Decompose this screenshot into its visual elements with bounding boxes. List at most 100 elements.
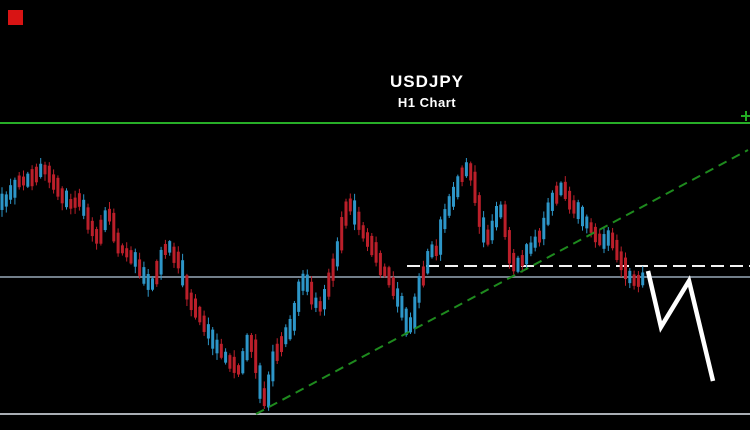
candle-body — [409, 317, 412, 333]
candle-body — [151, 278, 154, 290]
candle-body — [4, 194, 8, 207]
brand-mark-red-square — [8, 10, 23, 25]
candle-body — [585, 216, 589, 229]
candle-body — [280, 336, 283, 353]
candle-body — [525, 244, 529, 265]
candle-body — [503, 204, 507, 238]
candle-body — [529, 242, 533, 254]
candle-body — [374, 242, 378, 263]
candle-body — [241, 351, 245, 374]
ascending-trendline — [255, 149, 749, 415]
candle-body — [404, 308, 408, 336]
candle-body — [181, 260, 185, 286]
candle-body — [589, 222, 593, 233]
candle-body — [443, 209, 447, 230]
overlay-annotations-layer — [255, 111, 750, 415]
candle-body — [396, 288, 400, 307]
candle-body — [615, 239, 619, 261]
candle-body — [215, 339, 219, 354]
candle-body — [0, 193, 4, 210]
candle-body — [39, 163, 43, 177]
candle-body — [116, 232, 120, 254]
candle-body — [254, 339, 258, 373]
candle-body — [271, 351, 275, 382]
candle-body — [452, 186, 455, 207]
candle-body — [340, 217, 344, 251]
candle-body — [22, 176, 25, 186]
candle-body — [447, 196, 451, 216]
candle-body — [469, 163, 473, 181]
candle-body — [288, 318, 292, 340]
candle-body — [297, 281, 301, 312]
candle-body — [563, 181, 567, 199]
candle-body — [555, 185, 559, 204]
candle-body — [421, 266, 425, 286]
projected-price-path — [645, 270, 716, 382]
candle-body — [172, 246, 176, 263]
candle-body — [370, 235, 374, 256]
candle-body — [176, 251, 180, 269]
candle-body — [512, 252, 516, 272]
candle-body — [284, 327, 288, 345]
candle-body — [318, 301, 322, 312]
candle-body — [142, 267, 146, 284]
candle-body — [262, 388, 266, 406]
candle-body — [572, 200, 576, 214]
candle-body — [9, 185, 13, 200]
candle-body — [348, 198, 352, 212]
candle-body — [327, 272, 331, 297]
candle-body — [314, 297, 318, 308]
candle-body — [606, 230, 610, 246]
candle-body — [155, 261, 159, 285]
candle-body — [73, 197, 77, 208]
candle-body — [86, 207, 90, 230]
candles-layer — [0, 158, 645, 411]
candle-body — [211, 329, 215, 349]
candle-body — [219, 343, 223, 358]
candle-body — [353, 200, 357, 225]
candle-body — [103, 210, 107, 231]
candle-body — [275, 343, 279, 361]
candle-body — [533, 236, 537, 248]
candle-body — [568, 190, 572, 210]
candle-body — [486, 229, 490, 245]
candle-body — [65, 190, 68, 208]
candle-body — [366, 232, 369, 247]
candle-body — [602, 234, 606, 249]
candle-body — [133, 252, 137, 267]
candle-body — [43, 164, 47, 175]
candle-body — [224, 351, 228, 363]
candle-body — [473, 171, 477, 203]
candle-body — [624, 257, 627, 280]
candle-body — [636, 274, 640, 287]
candle-body — [361, 225, 365, 239]
candle-body — [26, 173, 30, 187]
candle-body — [576, 202, 580, 220]
candle-body — [413, 296, 417, 329]
candle-body — [138, 259, 142, 276]
background-lines-layer — [0, 122, 750, 415]
candle-body — [13, 179, 17, 198]
candle-body — [90, 220, 94, 237]
candle-body — [108, 208, 111, 222]
candle-body — [598, 233, 602, 246]
candle-body — [439, 219, 443, 255]
candle-body — [357, 211, 361, 230]
candle-body — [194, 298, 197, 318]
candle-body — [391, 277, 395, 296]
chart-titles: USDJPY H1 Chart — [390, 72, 464, 111]
candle-body — [460, 167, 464, 182]
candle-body — [546, 202, 550, 225]
candle-body — [245, 334, 249, 361]
candle-body — [206, 324, 210, 339]
candle-body — [383, 266, 387, 277]
candle-body — [301, 273, 305, 291]
candle-body — [232, 356, 236, 373]
candle-body — [249, 334, 253, 352]
candle-body — [507, 230, 511, 264]
candle-body — [95, 229, 99, 244]
candle-body — [146, 273, 150, 290]
candle-body — [400, 296, 404, 318]
